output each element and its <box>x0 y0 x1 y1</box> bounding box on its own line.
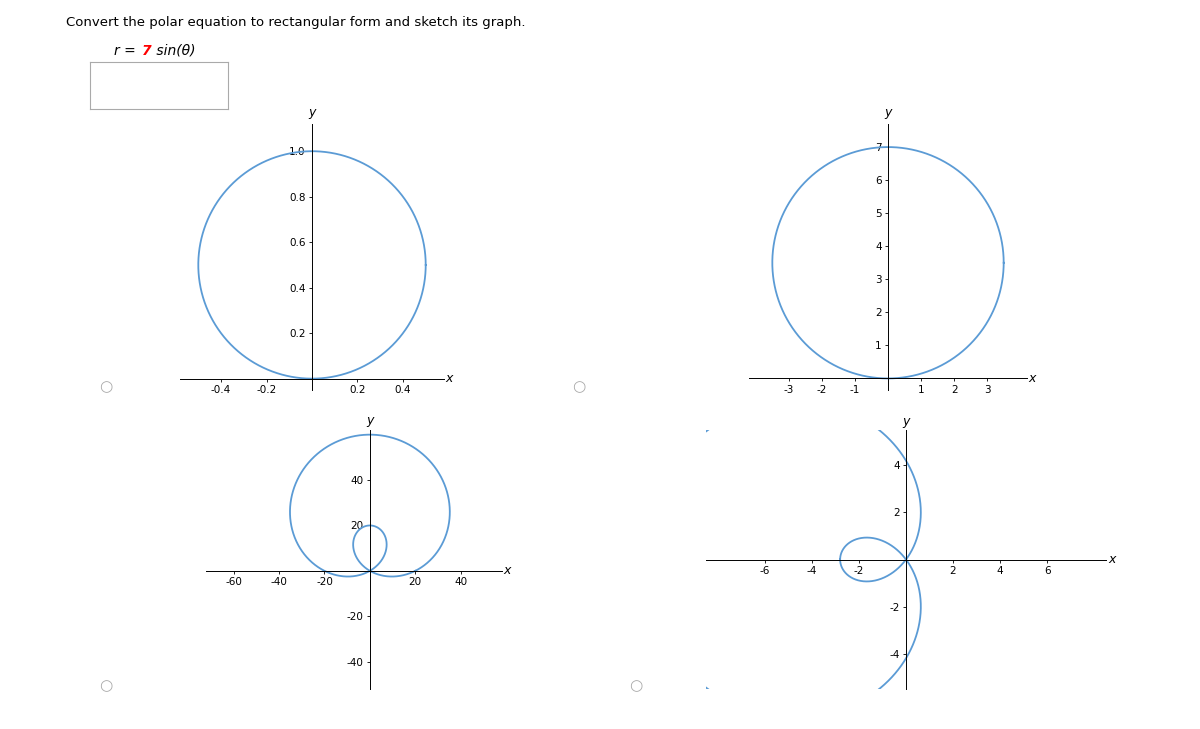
Text: r =: r = <box>114 44 140 58</box>
Text: y: y <box>884 106 892 119</box>
Text: y: y <box>902 415 910 427</box>
Text: ○: ○ <box>571 379 586 394</box>
Text: ○: ○ <box>98 379 113 394</box>
Text: x: x <box>1028 372 1036 385</box>
Text: 7: 7 <box>142 44 151 58</box>
Text: y: y <box>366 414 373 427</box>
Text: ○: ○ <box>98 678 113 693</box>
Text: sin(θ): sin(θ) <box>152 44 196 58</box>
Text: x: x <box>503 564 510 577</box>
Text: y: y <box>308 106 316 119</box>
Text: ○: ○ <box>629 678 643 693</box>
Text: x: x <box>445 372 452 385</box>
Text: Convert the polar equation to rectangular form and sketch its graph.: Convert the polar equation to rectangula… <box>66 16 526 29</box>
Text: x: x <box>1108 553 1115 566</box>
